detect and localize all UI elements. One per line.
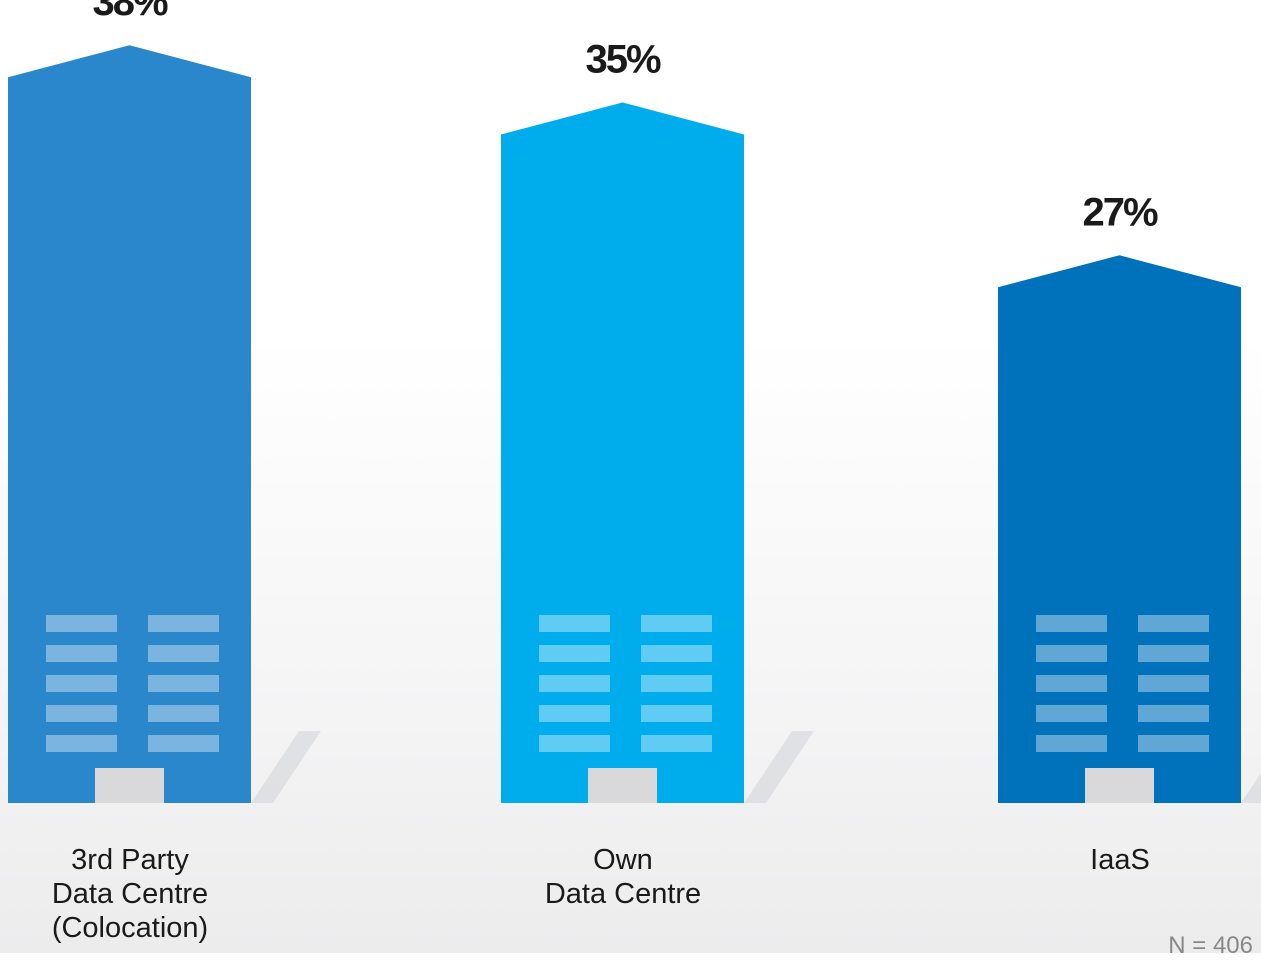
window-icon [148, 675, 219, 692]
window-icon [46, 675, 117, 692]
category-label-line: (Colocation) [51, 912, 209, 944]
window-icon [1036, 705, 1107, 722]
window-icon [148, 645, 219, 662]
window-icon [641, 615, 712, 632]
bar [998, 255, 1241, 804]
window-icon [539, 675, 610, 692]
window-icon [148, 705, 219, 722]
value-label: 35% [585, 38, 660, 82]
window-icon [1138, 645, 1209, 662]
window-icon [1138, 705, 1209, 722]
door-icon [588, 768, 657, 803]
bar [8, 45, 251, 803]
window-icon [641, 735, 712, 752]
window-icon [1036, 735, 1107, 752]
window-icon [1138, 615, 1209, 632]
value-label: 27% [1082, 190, 1157, 234]
category-label-line: IaaS [1090, 844, 1150, 876]
window-icon [148, 615, 219, 632]
window-icon [539, 735, 610, 752]
window-icon [46, 645, 117, 662]
window-icon [1036, 645, 1107, 662]
window-icon [46, 615, 117, 632]
category-label-own-data-centre: Own Data Centre [473, 843, 773, 911]
bar-shadow [1241, 773, 1261, 803]
window-icon [539, 645, 610, 662]
window-icon [46, 705, 117, 722]
sample-size-note: N = 406 [1168, 932, 1253, 959]
window-icon [539, 615, 610, 632]
category-label-line: Data Centre [51, 878, 209, 910]
bar [501, 102, 744, 803]
window-icon [1036, 675, 1107, 692]
bar-shadow [251, 731, 321, 803]
window-icon [641, 645, 712, 662]
window-icon [1036, 615, 1107, 632]
bar-building-colocation: 38% [8, 0, 321, 803]
door-icon [1085, 768, 1154, 803]
window-icon [641, 675, 712, 692]
window-icon [46, 735, 117, 752]
door-icon [95, 768, 164, 803]
bar-shadow [744, 731, 814, 803]
window-icon [539, 705, 610, 722]
value-label: 38% [92, 0, 167, 24]
window-icon [1138, 735, 1209, 752]
bar-building-own-data-centre: 35% [501, 38, 814, 803]
category-label-iaas: IaaS [970, 843, 1261, 877]
category-label-line: 3rd Party [71, 844, 189, 876]
category-label-line: Data Centre [544, 878, 702, 910]
window-icon [641, 705, 712, 722]
window-icon [148, 735, 219, 752]
window-icon [1138, 675, 1209, 692]
bar-building-iaas: 27% [998, 190, 1261, 804]
category-label-colocation: 3rd Party Data Centre (Colocation) [0, 843, 280, 945]
category-label-line: Own [593, 844, 653, 876]
